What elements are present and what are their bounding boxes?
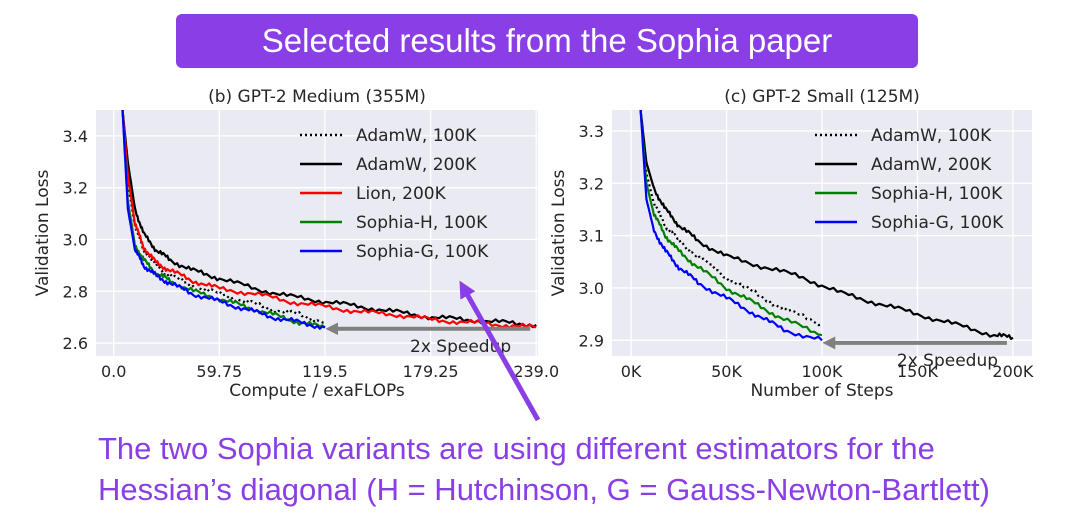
series-line-adamw-200k xyxy=(639,110,1014,340)
speedup-label: 2x Speedup xyxy=(897,351,998,371)
caption-line-2: Hessian’s diagonal (H = Hutchinson, G = … xyxy=(98,472,990,507)
x-axis-label: Compute / exaFLOPs xyxy=(229,381,405,401)
y-tick-label: 3.1 xyxy=(579,227,604,246)
x-tick-label: 239.0 xyxy=(513,362,559,381)
series-line-sophia-g-100k xyxy=(121,110,326,330)
chart-gpt2-medium: 0.0 59.75 119.5 179.25 239.0 2.6 2.8 3.0 3.2 3.4 (… xyxy=(33,87,559,401)
y-axis-label: Validation Loss xyxy=(33,170,53,297)
y-tick-label: 3.4 xyxy=(63,127,88,146)
x-tick-label: 59.75 xyxy=(196,362,242,381)
legend-label-adamw-100k: AdamW, 100K xyxy=(356,126,477,146)
legend-label-sophia-g-100k: Sophia-G, 100K xyxy=(871,213,1004,233)
y-tick-label: 2.6 xyxy=(63,334,88,353)
chart-gpt2-small: 0K 50K 100K 150K 200K 2.9 3.0 3.1 3.2 3.3 (c) GPT-… xyxy=(549,87,1034,401)
series-group xyxy=(121,110,537,330)
plot-area xyxy=(96,110,538,356)
x-tick-label: 50K xyxy=(711,362,742,381)
x-tick-label: 150K xyxy=(897,362,939,381)
y-tick-label: 3.0 xyxy=(63,230,88,249)
caption: The two Sophia variants are using differ… xyxy=(98,428,1078,510)
x-tick-label: 0.0 xyxy=(101,362,126,381)
legend-label-lion-200k: Lion, 200K xyxy=(356,184,447,204)
title-banner: Selected results from the Sophia paper xyxy=(176,14,918,68)
x-tick-label: 100K xyxy=(801,362,843,381)
caption-line-1: The two Sophia variants are using differ… xyxy=(98,431,935,466)
pointer-arrow xyxy=(459,280,541,422)
series-group xyxy=(639,110,1014,342)
y-tick-label: 3.2 xyxy=(579,174,604,193)
legend-label-sophia-g-100k: Sophia-G, 100K xyxy=(356,242,489,262)
series-line-sophia-h-100k xyxy=(639,110,823,337)
y-tick-label: 3.3 xyxy=(579,122,604,141)
y-axis-label: Validation Loss xyxy=(549,170,569,297)
banner-title: Selected results from the Sophia paper xyxy=(261,22,833,59)
x-tick-label: 200K xyxy=(992,362,1034,381)
series-line-lion-200k xyxy=(121,110,537,329)
x-tick-label: 0K xyxy=(621,362,642,381)
legend-label-sophia-h-100k: Sophia-H, 100K xyxy=(356,213,488,233)
legend-label-adamw-200k: AdamW, 200K xyxy=(871,155,992,175)
speedup-label: 2x Speedup xyxy=(410,337,511,357)
legend-label-sophia-h-100k: Sophia-H, 100K xyxy=(871,184,1003,204)
series-line-sophia-g-100k xyxy=(639,110,823,342)
legend-label-adamw-100k: AdamW, 100K xyxy=(871,126,992,146)
y-tick-label: 3.0 xyxy=(579,279,604,298)
chart-title: (c) GPT-2 Small (125M) xyxy=(724,87,920,107)
x-tick-label: 179.25 xyxy=(403,362,459,381)
y-tick-label: 3.2 xyxy=(63,179,88,198)
x-axis-label: Number of Steps xyxy=(750,381,893,401)
chart-title: (b) GPT-2 Medium (355M) xyxy=(208,87,426,107)
y-tick-label: 2.8 xyxy=(63,282,88,301)
y-tick-label: 2.9 xyxy=(579,331,604,350)
x-tick-label: 119.5 xyxy=(302,362,348,381)
series-line-adamw-200k xyxy=(121,110,537,329)
legend-label-adamw-200k: AdamW, 200K xyxy=(356,155,477,175)
